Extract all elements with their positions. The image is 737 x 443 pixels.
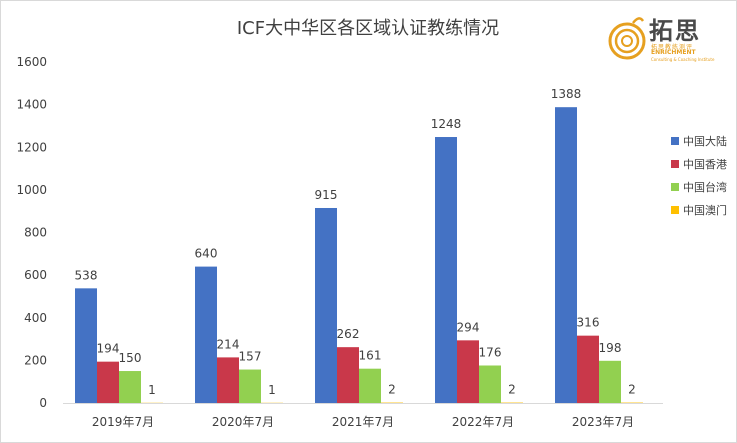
data-label: 2 bbox=[388, 383, 396, 397]
bar bbox=[435, 137, 457, 403]
data-label: 1248 bbox=[431, 117, 462, 131]
y-tick-label: 600 bbox=[24, 268, 47, 282]
legend-swatch bbox=[671, 183, 679, 191]
x-tick-label: 2019年7月 bbox=[92, 415, 154, 429]
y-tick-label: 1600 bbox=[16, 55, 47, 69]
bar bbox=[97, 361, 119, 403]
data-label: 194 bbox=[97, 342, 120, 356]
legend-label: 中国台湾 bbox=[683, 180, 727, 194]
data-label: 214 bbox=[217, 337, 240, 351]
bar bbox=[75, 288, 97, 403]
x-tick-label: 2020年7月 bbox=[212, 415, 274, 429]
y-tick-label: 1200 bbox=[16, 140, 47, 154]
y-tick-label: 0 bbox=[39, 396, 47, 410]
y-tick-label: 400 bbox=[24, 311, 47, 325]
bar bbox=[577, 335, 599, 403]
legend-swatch bbox=[671, 137, 679, 145]
data-label: 150 bbox=[119, 351, 142, 365]
legend-label: 中国大陆 bbox=[683, 134, 727, 148]
bar bbox=[217, 357, 239, 403]
data-label: 915 bbox=[315, 188, 338, 202]
data-label: 157 bbox=[239, 350, 262, 364]
logo-chinese-subtitle: 拓思教练测评 bbox=[651, 44, 694, 51]
axes: 0 200 400 600 800 1000 1200 1400 1600 2019年7月 2020… bbox=[16, 55, 663, 429]
bars: 538 640 915 1248 1388 194 214 262 294 316 150 157 16… bbox=[75, 87, 643, 404]
data-label: 538 bbox=[75, 268, 98, 282]
y-tick-label: 1000 bbox=[16, 183, 47, 197]
data-label: 1388 bbox=[551, 87, 582, 101]
y-tick-label: 800 bbox=[24, 226, 47, 240]
data-label: 294 bbox=[457, 320, 480, 334]
bar bbox=[119, 371, 141, 403]
chart-title: ICF大中华区各区域认证教练情况 bbox=[237, 18, 499, 39]
legend-label: 中国香港 bbox=[683, 158, 727, 171]
bar bbox=[457, 340, 479, 403]
data-label: 2 bbox=[508, 383, 516, 397]
data-label: 1 bbox=[148, 383, 156, 397]
data-label: 1 bbox=[268, 383, 276, 397]
x-tick-label: 2021年7月 bbox=[332, 415, 394, 429]
spiral-logo-icon bbox=[608, 17, 646, 60]
bar bbox=[315, 207, 337, 403]
bar bbox=[479, 365, 501, 403]
bar bbox=[599, 360, 621, 403]
data-label: 2 bbox=[628, 383, 636, 397]
data-label: 262 bbox=[337, 327, 360, 341]
data-label: 176 bbox=[479, 345, 502, 359]
x-tick-label: 2022年7月 bbox=[452, 415, 514, 429]
data-label: 640 bbox=[195, 247, 218, 261]
bar bbox=[195, 266, 217, 403]
x-tick-label: 2023年7月 bbox=[572, 415, 634, 429]
data-label: 198 bbox=[599, 341, 622, 355]
bar bbox=[239, 369, 261, 403]
legend-swatch bbox=[671, 206, 679, 214]
legend-label: 中国澳门 bbox=[683, 203, 727, 217]
legend-swatch bbox=[671, 160, 679, 168]
logo-english-name: ENRICHMENT bbox=[651, 49, 696, 56]
bar bbox=[337, 347, 359, 403]
data-label: 161 bbox=[359, 349, 382, 363]
y-tick-label: 200 bbox=[24, 353, 47, 367]
bar bbox=[359, 368, 381, 403]
logo-english-subtitle: Consulting & Coaching Institute bbox=[651, 57, 715, 62]
brand-logo: 拓思 拓思教练测评 ENRICHMENT Consulting & Coachi… bbox=[607, 11, 717, 67]
y-tick-label: 1400 bbox=[16, 98, 47, 112]
data-label: 316 bbox=[577, 316, 600, 330]
bar bbox=[555, 107, 577, 404]
logo-title: 拓思 bbox=[649, 16, 701, 45]
